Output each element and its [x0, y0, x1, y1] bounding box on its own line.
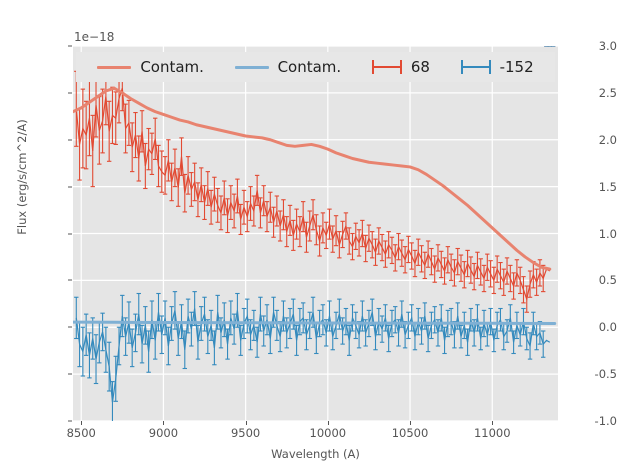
y-tick-label: 0.5: [598, 273, 617, 288]
plot-axes: [73, 46, 558, 421]
legend-label: Contam.: [277, 58, 342, 76]
legend-errorbar-capR: [488, 60, 491, 74]
y-tick-mark: [68, 373, 72, 375]
y-tick-mark: [68, 420, 72, 422]
y-tick-mark: [68, 326, 72, 328]
legend-label: -152: [499, 58, 534, 76]
x-tick-label: 10000: [309, 426, 347, 440]
legend-errorbar-swatch-icon: [460, 60, 491, 74]
legend-line-swatch-icon: [234, 65, 269, 69]
y-tick-mark: [68, 233, 72, 234]
legend-entry-0[interactable]: Contam.: [97, 58, 204, 76]
y-tick-mark: [68, 139, 72, 141]
legend-errorbar-bar: [371, 66, 402, 68]
legend-errorbar-capL: [460, 60, 463, 74]
legend-errorbar-swatch-icon: [371, 60, 402, 74]
legend-errorbar-bar: [460, 66, 491, 68]
y-tick-label: -0.5: [594, 367, 617, 382]
y-tick-mark: [68, 186, 72, 188]
x-tick-label: 8500: [66, 426, 96, 440]
chart-legend[interactable]: Contam. Contam. 68 -152: [76, 52, 555, 82]
y-tick-mark: [68, 45, 72, 47]
x-axis-label: Wavelength (A): [271, 447, 360, 461]
x-tick-label: 9500: [230, 426, 261, 440]
y-axis-offset-text: 1e−18: [74, 30, 115, 44]
errorbar-series-68: [74, 46, 556, 313]
y-tick-label: -1.0: [594, 414, 617, 428]
x-tick-label: 10500: [391, 426, 429, 440]
legend-line-swatch-icon: [97, 65, 132, 69]
y-tick-label: 1.0: [598, 226, 617, 241]
y-axis-label: Flux (erg/s/cm^2/A): [15, 119, 29, 235]
legend-label: Contam.: [140, 58, 204, 76]
y-tick-label: 1.5: [598, 179, 617, 194]
line-series-Contam. -152: [73, 320, 557, 325]
legend-entry-3[interactable]: -152: [460, 58, 534, 76]
x-tick-mark: [410, 421, 412, 425]
y-tick-label: 3.0: [598, 39, 617, 53]
plot-svg: [73, 46, 558, 421]
x-tick-mark: [81, 421, 83, 425]
x-tick-label: 9000: [148, 426, 179, 440]
x-tick-mark: [327, 421, 329, 425]
x-tick-mark: [245, 421, 247, 425]
x-tick-mark: [163, 421, 165, 425]
legend-label: 68: [410, 58, 430, 76]
x-tick-mark: [492, 421, 494, 425]
y-tick-label: 0.0: [598, 320, 617, 335]
y-tick-mark: [68, 279, 72, 281]
y-tick-label: 2.5: [598, 85, 617, 100]
y-tick-mark: [68, 92, 72, 94]
line-series-Contam. 68: [73, 86, 552, 271]
legend-entry-2[interactable]: 68: [371, 58, 430, 76]
y-tick-label: 2.0: [598, 132, 617, 147]
legend-entry-1[interactable]: Contam.: [234, 58, 342, 76]
legend-errorbar-capL: [371, 60, 374, 74]
legend-errorbar-capR: [399, 60, 402, 74]
x-tick-label: 11000: [473, 426, 511, 440]
